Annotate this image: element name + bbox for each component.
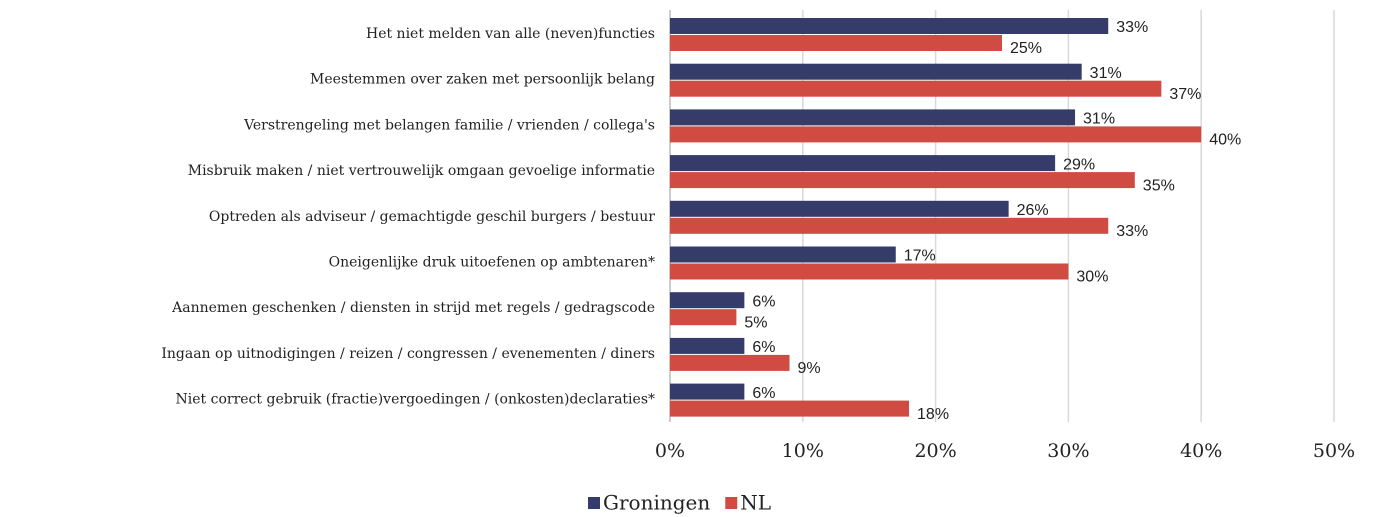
bar <box>670 263 1069 280</box>
value-label: 37% <box>1169 86 1201 103</box>
category-label: Het niet melden van alle (neven)functies <box>366 26 655 42</box>
value-label: 33% <box>1116 223 1148 240</box>
value-label: 35% <box>1143 177 1175 194</box>
value-label: 30% <box>1076 269 1108 286</box>
legend-swatch <box>588 497 600 509</box>
category-label: Oneigenlijke druk uitoefenen op ambtenar… <box>329 255 655 271</box>
bar <box>670 400 910 417</box>
bar <box>670 292 745 309</box>
bar <box>670 200 1009 217</box>
value-label: 17% <box>904 248 936 265</box>
legend-swatch <box>725 497 738 509</box>
value-label: 6% <box>752 385 775 402</box>
category-label: Ingaan op uitnodigingen / reizen / congr… <box>161 346 655 362</box>
bar <box>670 337 745 354</box>
category-label: Aannemen geschenken / diensten in strijd… <box>171 300 655 316</box>
bar <box>670 354 790 371</box>
value-label: 9% <box>798 360 821 377</box>
bar <box>670 80 1162 97</box>
bar <box>670 109 1076 126</box>
bar <box>670 309 737 326</box>
bar <box>670 246 896 263</box>
x-tick-label: 20% <box>914 440 956 462</box>
value-label: 31% <box>1083 111 1115 128</box>
legend-label: NL <box>740 491 771 515</box>
x-tick-label: 0% <box>655 440 685 462</box>
bar <box>670 18 1109 34</box>
x-tick-label: 50% <box>1313 440 1355 462</box>
legend-label: Groningen <box>603 491 710 515</box>
value-label: 29% <box>1063 156 1095 173</box>
x-tick-label: 30% <box>1047 440 1089 462</box>
value-label: 6% <box>752 339 775 356</box>
category-label: Verstrengeling met belangen familie / vr… <box>243 117 655 133</box>
category-label: Niet correct gebruik (fractie)vergoeding… <box>176 392 655 408</box>
bar <box>670 63 1082 80</box>
value-label: 25% <box>1010 40 1042 57</box>
bar <box>670 172 1135 189</box>
category-label: Meestemmen over zaken met persoonlijk be… <box>310 72 655 88</box>
bar <box>670 155 1056 172</box>
bar <box>670 217 1109 234</box>
bar <box>670 35 1002 51</box>
value-label: 6% <box>752 293 775 310</box>
x-tick-label: 40% <box>1180 440 1222 462</box>
value-label: 5% <box>744 314 767 331</box>
value-label: 33% <box>1116 19 1148 36</box>
x-tick-label: 10% <box>782 440 824 462</box>
category-label: Optreden als adviseur / gemachtigde gesc… <box>209 209 655 225</box>
value-label: 31% <box>1090 65 1122 82</box>
bar <box>670 383 745 400</box>
value-label: 40% <box>1209 132 1241 149</box>
bar <box>670 126 1202 143</box>
value-label: 26% <box>1017 202 1049 219</box>
category-label: Misbruik maken / niet vertrouwelijk omga… <box>188 163 655 179</box>
value-label: 18% <box>917 406 949 423</box>
